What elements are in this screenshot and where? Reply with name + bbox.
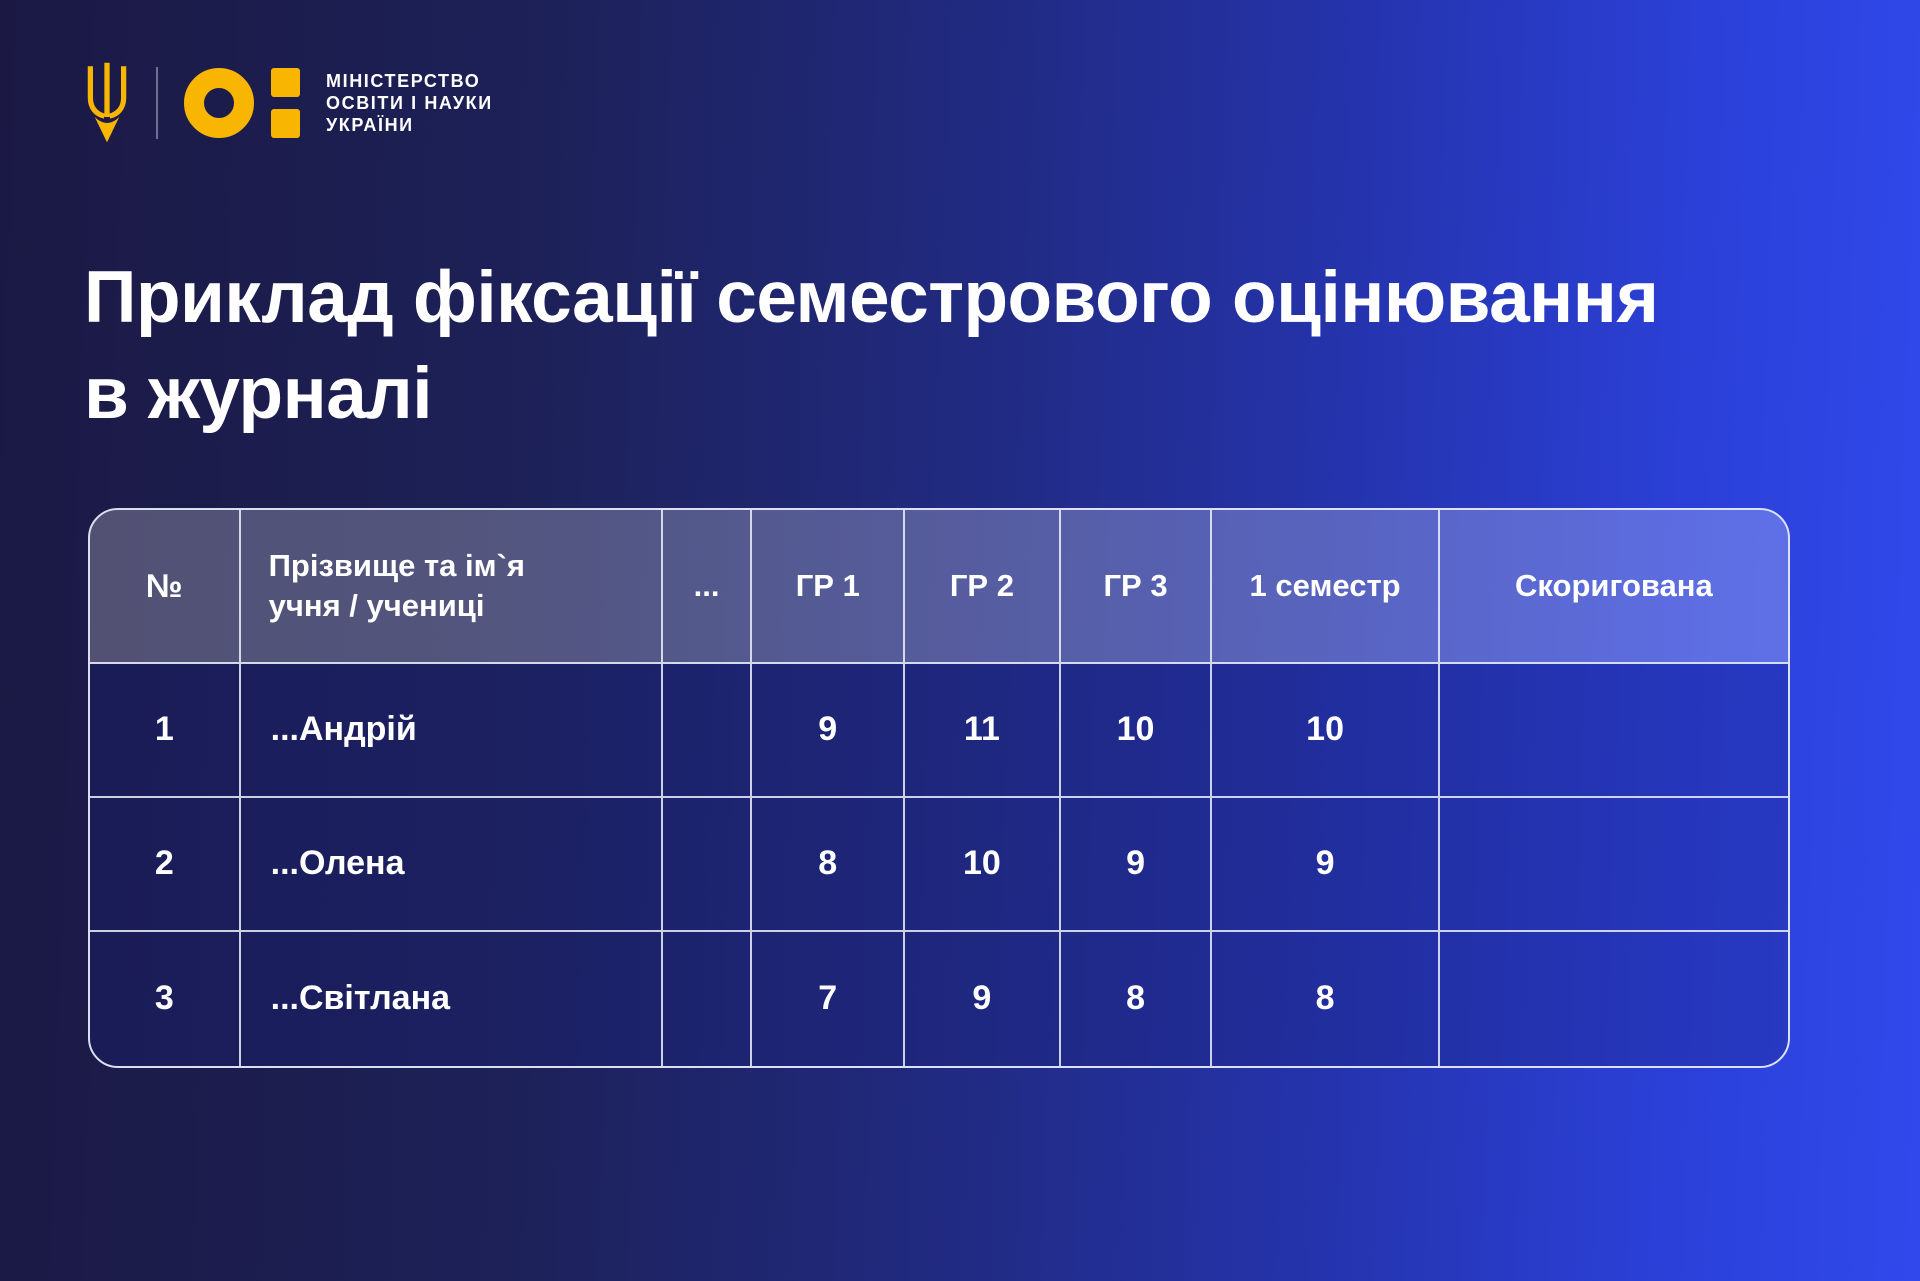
cell-r2-semester: 9 (1212, 797, 1440, 932)
brand-header: МІНІСТЕРСТВО ОСВІТИ І НАУКИ УКРАЇНИ (82, 58, 493, 148)
cell-r1-corrected (1439, 663, 1788, 798)
header-dots: ... (662, 510, 753, 664)
header-gr3: ГР 3 (1060, 510, 1213, 664)
mon-colon-square-bottom (271, 109, 300, 138)
cell-r2-name: ...Олена (240, 797, 663, 932)
page-title-line2: в журналі (84, 353, 433, 434)
ministry-name-line: МІНІСТЕРСТВО (326, 71, 481, 91)
page-title: Приклад фіксації семестрового оцінювання… (84, 250, 1659, 442)
grades-table: № Прізвище та ім`я учня / учениці ... ГР… (88, 508, 1790, 1068)
cell-r1-num: 1 (90, 663, 241, 798)
cell-r3-gr2: 9 (905, 931, 1061, 1066)
cell-r3-gr3: 8 (1060, 931, 1213, 1066)
ministry-name: МІНІСТЕРСТВО ОСВІТИ І НАУКИ УКРАЇНИ (326, 70, 493, 136)
header-gr2: ГР 2 (905, 510, 1061, 664)
header-gr1: ГР 1 (752, 510, 906, 664)
cell-r3-num: 3 (90, 931, 241, 1066)
cell-r1-name: ...Андрій (240, 663, 663, 798)
cell-r3-corrected (1439, 931, 1788, 1066)
trident-base (94, 117, 120, 143)
cell-r3-gr1: 7 (752, 931, 906, 1066)
header-student-name-line2: учня / учениці (268, 587, 485, 623)
ministry-name-line: ОСВІТИ І НАУКИ (326, 93, 493, 113)
cell-r2-dots (662, 797, 753, 932)
ministry-name-line: УКРАЇНИ (326, 115, 414, 135)
mon-colon (271, 68, 300, 138)
header-student-name-line1: Прізвище та ім`я (268, 547, 525, 583)
cell-r2-corrected (1439, 797, 1788, 932)
cell-r2-gr2: 10 (905, 797, 1061, 932)
cell-r2-gr3: 9 (1060, 797, 1213, 932)
header-corrected: Скоригована (1439, 510, 1788, 664)
header-semester: 1 семестр (1212, 510, 1440, 664)
cell-r3-semester: 8 (1212, 931, 1440, 1066)
header-student-name: Прізвище та ім`я учня / учениці (240, 510, 663, 664)
cell-r1-gr3: 10 (1060, 663, 1213, 798)
header-num: № (90, 510, 241, 664)
cell-r1-dots (662, 663, 753, 798)
trident-icon (87, 62, 127, 143)
cell-r2-num: 2 (90, 797, 241, 932)
mon-logo-icon (184, 68, 300, 138)
mon-ring (184, 68, 254, 138)
cell-r3-dots (662, 931, 753, 1066)
cell-r1-gr1: 9 (752, 663, 906, 798)
brand-divider (156, 67, 158, 139)
cell-r2-gr1: 8 (752, 797, 906, 932)
mon-colon-square-top (271, 68, 300, 97)
cell-r1-semester: 10 (1212, 663, 1440, 798)
cell-r1-gr2: 11 (905, 663, 1061, 798)
cell-r3-name: ...Світлана (240, 931, 663, 1066)
page-title-line1: Приклад фіксації семестрового оцінювання (84, 257, 1659, 338)
